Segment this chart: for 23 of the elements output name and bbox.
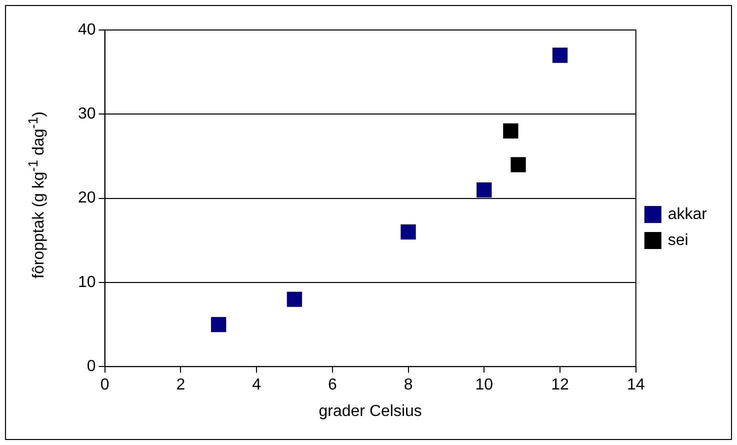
x-tick-label: 6 <box>328 376 337 394</box>
y-tick-label: 20 <box>78 190 96 207</box>
y-tick-label: 0 <box>86 358 96 376</box>
y-tick-label: 10 <box>78 274 96 291</box>
x-axis-title: grader Celsius <box>318 402 422 420</box>
x-tick-label: 4 <box>252 376 262 394</box>
y-tick-label: 40 <box>78 21 96 38</box>
x-tick-label: 14 <box>626 376 645 394</box>
x-tick-label: 12 <box>551 376 570 394</box>
point <box>552 48 568 63</box>
x-tick-label: 2 <box>176 376 186 394</box>
legend-label: akkar <box>668 206 708 223</box>
point <box>211 316 226 332</box>
x-tick-label: 8 <box>404 376 413 394</box>
point <box>503 123 518 139</box>
point <box>400 224 416 240</box>
x-tick-label: 10 <box>475 376 494 394</box>
x-tick-label: 0 <box>100 376 110 394</box>
legend-label: sei <box>668 232 688 249</box>
y-tick-label: 30 <box>78 106 96 123</box>
point <box>476 182 492 198</box>
point <box>510 157 526 172</box>
point <box>286 292 302 307</box>
